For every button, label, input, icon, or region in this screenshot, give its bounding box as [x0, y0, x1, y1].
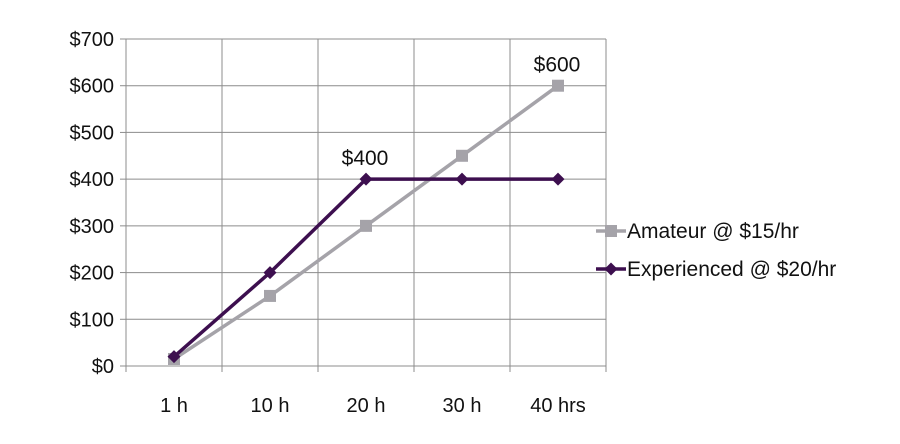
y-tick-label: $400 [70, 169, 115, 191]
axes [120, 38, 607, 372]
data-point-diamond [604, 262, 618, 276]
data-point-square [456, 149, 468, 162]
data-series [167, 79, 565, 365]
legend-label: Amateur @ $15/hr [627, 220, 799, 243]
y-axis-tick-labels: $0 $100 $200 $300 $400 $500 $600 $700 [70, 29, 115, 378]
series-amateur [168, 79, 564, 365]
legend: Amateur @ $15/hr Experienced @ $20/hr [596, 220, 836, 281]
x-tick-label: 40 hrs [530, 395, 586, 417]
y-tick-label: $300 [70, 216, 115, 238]
series-experienced [167, 172, 565, 364]
y-tick-label: $200 [70, 263, 115, 285]
data-annotations: $600 $400 [342, 54, 581, 170]
y-tick-label: $0 [92, 356, 114, 378]
gridlines [126, 38, 607, 366]
data-point-square [605, 225, 617, 237]
data-point-diamond [263, 266, 277, 280]
data-point-diamond [455, 172, 469, 186]
x-tick-label: 20 h [347, 395, 386, 417]
x-tick-label: 30 h [443, 395, 482, 417]
y-tick-label: $500 [70, 122, 115, 144]
legend-item: Experienced @ $20/hr [596, 258, 836, 281]
series-line [172, 177, 558, 358]
data-point-diamond [551, 172, 565, 186]
y-tick-label: $600 [70, 76, 115, 98]
data-point-square [264, 289, 276, 302]
data-label: $600 [534, 54, 581, 77]
x-tick-label: 10 h [251, 395, 290, 417]
x-axis-tick-labels: 1 h 10 h 20 h 30 h 40 hrs [160, 395, 586, 417]
legend-item: Amateur @ $15/hr [596, 220, 799, 243]
y-tick-label: $700 [70, 29, 115, 51]
data-point-diamond [359, 172, 373, 186]
x-tick-label: 1 h [160, 395, 188, 417]
data-point-diamond [167, 350, 181, 364]
legend-label: Experienced @ $20/hr [627, 258, 836, 281]
y-tick-label: $100 [70, 309, 115, 331]
data-label: $400 [342, 147, 389, 170]
data-point-square [552, 79, 564, 92]
data-point-square [360, 219, 372, 232]
